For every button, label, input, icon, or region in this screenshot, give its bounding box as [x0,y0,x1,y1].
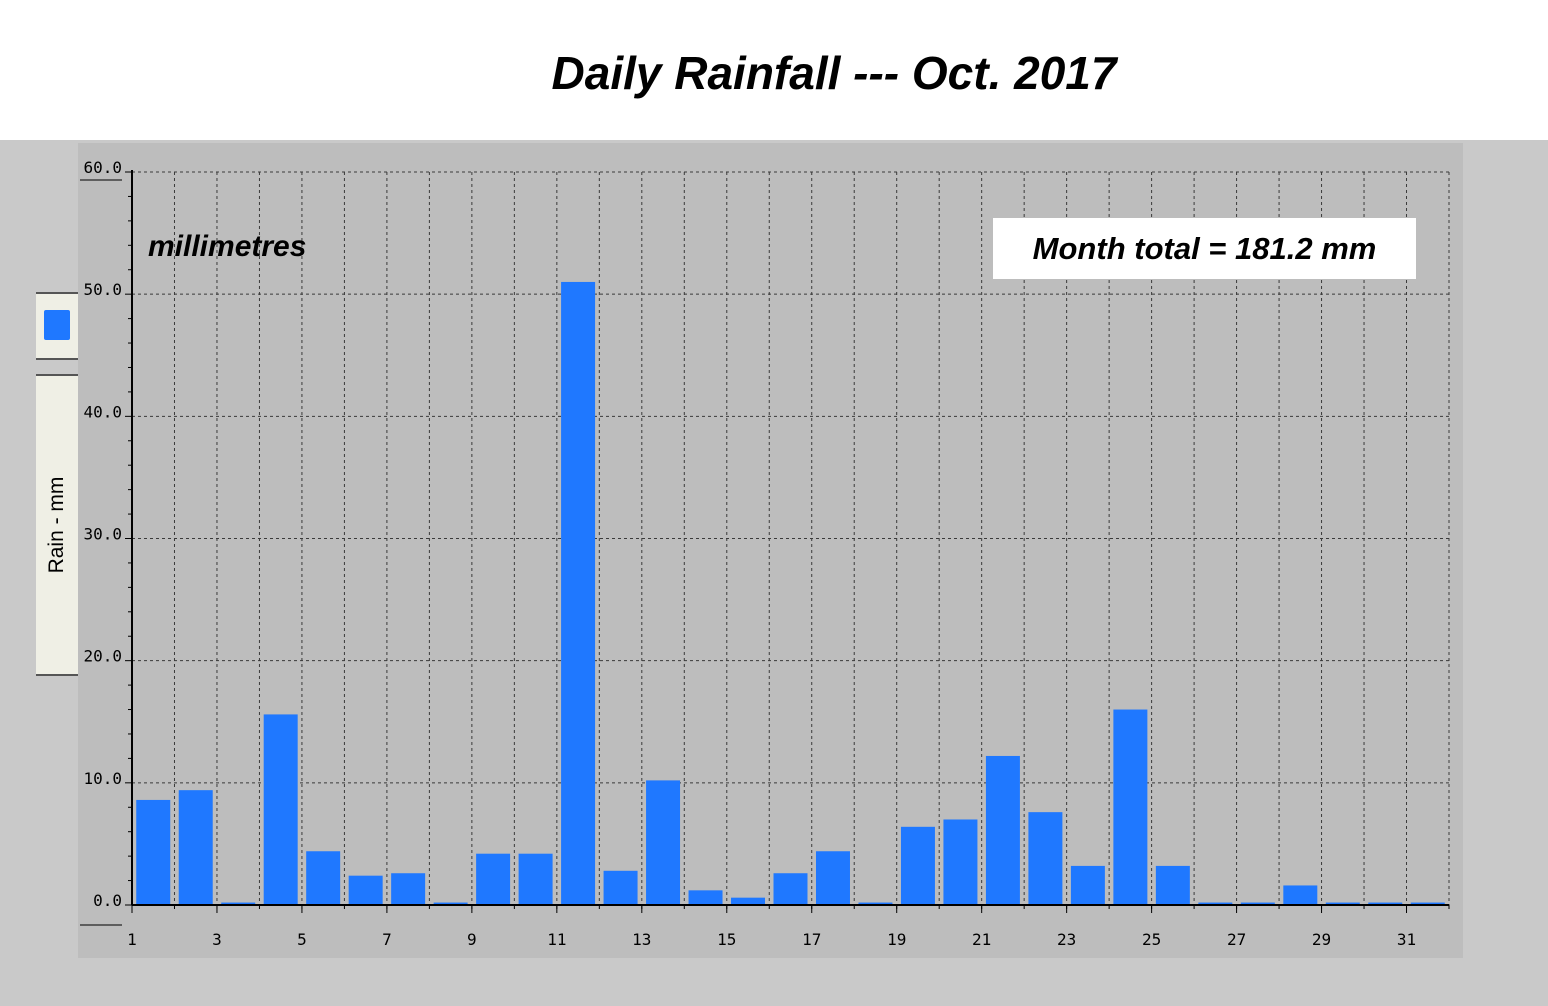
legend-swatch [44,310,70,340]
bar-day-17 [815,851,850,905]
x-tick-label: 3 [212,930,222,949]
chart-title: Daily Rainfall --- Oct. 2017 [551,47,1117,99]
bar-day-27 [1240,902,1275,905]
bar-day-10 [518,853,553,905]
bar-day-14 [688,890,723,905]
bar-day-7 [391,873,426,905]
bar-day-1 [136,799,171,905]
bar-day-24 [1113,709,1148,905]
bar-day-8 [433,902,468,905]
y-tick-label: 10.0 [83,769,122,788]
bar-day-6 [348,875,383,905]
bar-day-26 [1198,902,1233,905]
bar-day-2 [178,790,213,905]
bar-day-9 [476,853,511,905]
bar-day-4 [263,714,298,905]
unit-label: millimetres [148,230,307,263]
x-tick-label: 1 [127,930,137,949]
legend [36,292,78,360]
x-tick-label: 29 [1312,930,1331,949]
x-tick-label: 21 [972,930,991,949]
x-tick-label: 11 [547,930,566,949]
x-tick-label: 7 [382,930,392,949]
y-tick-label: 50.0 [83,280,122,299]
bar-day-12 [603,870,638,905]
x-tick-label: 15 [717,930,736,949]
x-tick-label: 31 [1397,930,1416,949]
bar-day-30 [1368,902,1403,905]
bar-day-13 [646,780,681,905]
y-axis-title-box: Rain - mm [36,374,78,676]
x-tick-label: 19 [887,930,906,949]
x-tick-label: 5 [297,930,307,949]
x-tick-label: 23 [1057,930,1076,949]
bar-day-25 [1155,865,1190,905]
x-tick-label: 9 [467,930,477,949]
y-tick-label: 60.0 [83,158,122,177]
x-tick-label: 27 [1227,930,1246,949]
bar-day-18 [858,902,893,905]
y-tick-label: 40.0 [83,402,122,421]
month-total-annotation: Month total = 181.2 mm [993,218,1416,279]
bar-day-29 [1325,902,1360,905]
bar-day-31 [1410,902,1445,905]
bar-day-3 [221,902,256,905]
y-tick-label: 30.0 [83,525,122,544]
bar-day-28 [1283,885,1318,905]
y-tick-label: 20.0 [83,647,122,666]
x-tick-label: 17 [802,930,821,949]
bar-day-22 [1028,812,1063,905]
bar-day-5 [306,851,341,905]
bar-day-19 [900,826,935,905]
x-tick-label: 13 [632,930,651,949]
bar-day-15 [731,897,766,905]
bar-day-20 [943,819,978,905]
bar-day-16 [773,873,808,905]
bar-day-23 [1070,865,1105,905]
bar-day-21 [985,755,1020,905]
y-tick-label: 0.0 [93,891,122,910]
x-tick-label: 25 [1142,930,1161,949]
bar-day-11 [561,281,596,905]
